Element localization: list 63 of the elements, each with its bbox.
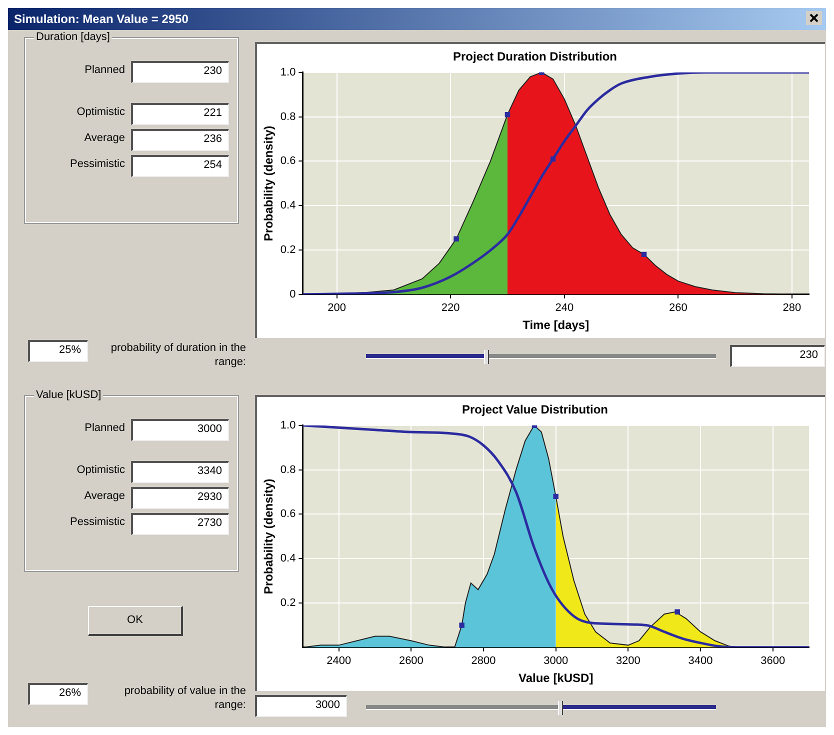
- x-tick-label: 280: [782, 302, 802, 314]
- text: 230: [730, 345, 825, 367]
- point: [454, 236, 459, 242]
- x-tick-label: 3400: [688, 655, 713, 668]
- point: [550, 156, 556, 162]
- text: Pessimistic: [70, 516, 125, 528]
- text: 254: [131, 155, 229, 177]
- point: [553, 494, 558, 500]
- line-series: [302, 425, 809, 648]
- text: 25%: [28, 340, 88, 362]
- x-tick-label: 3600: [760, 655, 786, 668]
- x-tick-label: 240: [555, 302, 574, 314]
- point: [674, 609, 680, 614]
- text: 26%: [28, 683, 88, 705]
- x-axis-title: Value [kUSD]: [518, 671, 594, 686]
- y-tick-label: 0.8: [280, 110, 296, 123]
- text: 230: [131, 61, 229, 83]
- text: 221: [131, 103, 229, 125]
- x-tick-label: 200: [328, 302, 346, 314]
- text: probability of duration in the range:: [110, 341, 246, 369]
- x-tick-label: 260: [668, 302, 688, 314]
- y-tick-label: 0.4: [280, 200, 296, 212]
- text: Optimistic: [76, 106, 125, 118]
- point: [504, 112, 510, 118]
- text: Planned: [84, 422, 125, 434]
- x-tick-label: 3200: [616, 655, 640, 668]
- text: Optimistic: [76, 464, 125, 476]
- text: 2730: [131, 513, 229, 535]
- text: OK: [88, 606, 183, 636]
- text: Pessimistic: [70, 158, 125, 170]
- x-tick-label: 2800: [471, 655, 496, 668]
- y-tick-label: 1.0: [280, 419, 296, 432]
- text: Average: [84, 132, 125, 144]
- point: [459, 622, 464, 628]
- x-tick-label: 2600: [398, 655, 424, 668]
- chart-title: Project Value Distribution: [462, 402, 608, 417]
- y-tick-label: 1.0: [280, 66, 296, 78]
- x-axis-title: Time [days]: [522, 318, 590, 332]
- text: Average: [84, 490, 125, 502]
- text: 3000: [255, 695, 347, 717]
- text: probability of value in the range:: [123, 684, 246, 712]
- point: [641, 252, 647, 258]
- text: 3340: [131, 461, 229, 483]
- y-tick-label: 0.2: [280, 597, 296, 610]
- y-tick-label: 0.6: [280, 155, 296, 168]
- text: Planned: [84, 64, 125, 76]
- y-tick-label: 0.4: [280, 552, 296, 565]
- y-tick-label: 0.2: [280, 244, 296, 256]
- text: Value [kUSD]: [34, 389, 104, 401]
- text: Duration [days]: [34, 31, 112, 43]
- text: 236: [131, 129, 229, 151]
- chart-title: Project Duration Distribution: [452, 50, 618, 64]
- text: 3000: [131, 419, 229, 441]
- text: 2930: [131, 487, 229, 509]
- text: Simulation: Mean Value = 2950: [14, 12, 188, 26]
- y-tick-label: 0.6: [280, 508, 296, 520]
- y-axis-title: Probability (density): [262, 126, 276, 242]
- x-tick-label: 3000: [544, 655, 568, 668]
- y-tick-label: 0.8: [280, 464, 296, 476]
- x-tick-label: 220: [441, 302, 460, 314]
- y-axis-title: Probability (density): [262, 478, 276, 594]
- y-tick-label: 0: [290, 288, 296, 300]
- x-tick-label: 2400: [326, 655, 352, 668]
